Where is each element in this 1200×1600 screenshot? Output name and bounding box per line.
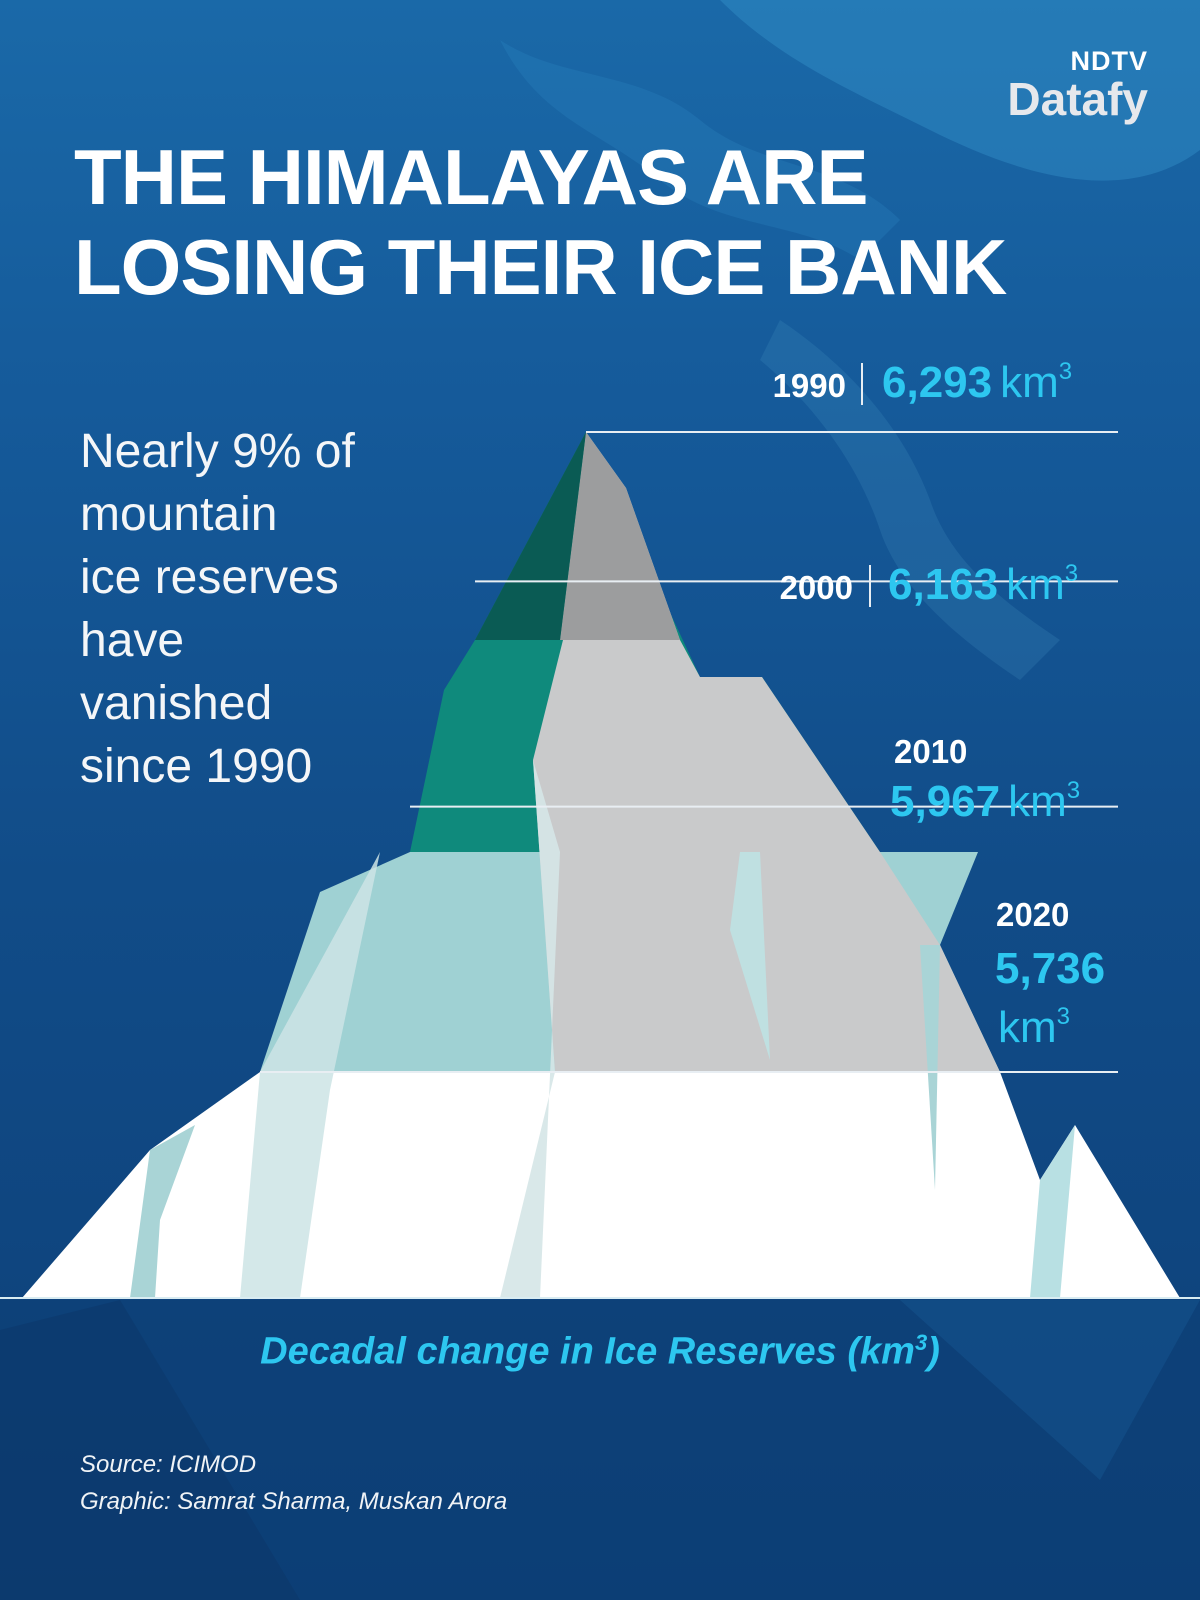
iceberg-dark-facet — [475, 432, 586, 640]
iceberg-facet-c — [130, 1125, 195, 1298]
lede-text: Nearly 9% of mountain ice reserves have … — [80, 425, 355, 793]
brand-datafy: Datafy — [1007, 73, 1148, 125]
value-label-2010: 5,967 km3 — [890, 777, 1080, 826]
iceberg-facet-e — [730, 852, 770, 1060]
chart-caption: Decadal change in Ice Reserves (km3) — [0, 1330, 1200, 1374]
year-label-2000: 2000 — [780, 569, 853, 606]
value-unit-2020: km3 — [998, 1003, 1070, 1052]
page-title: THE HIMALAYAS ARE LOSING THEIR ICE BANK — [74, 132, 1154, 312]
value-label-1990: 6,293 km3 — [882, 358, 1072, 407]
graphic-credit: Graphic: Samrat Sharma, Muskan Arora — [80, 1488, 508, 1515]
iceberg-facet-f — [920, 945, 940, 1190]
credits: Source: ICIMOD Graphic: Samrat Sharma, M… — [80, 1446, 507, 1520]
iceberg-facet-a — [240, 852, 380, 1298]
iceberg-white-layer — [22, 1072, 1180, 1298]
source-credit: Source: ICIMOD — [80, 1451, 257, 1478]
iceberg-grey-top — [560, 432, 680, 640]
year-label-1990: 1990 — [773, 367, 846, 404]
caption-text: Decadal change in Ice Reserves (km — [260, 1330, 915, 1373]
iceberg-facet-b — [500, 760, 560, 1298]
caption-sup: 3 — [914, 1330, 928, 1355]
chart-marks: 1990 6,293 km3 2000 6,163 km3 2010 5,967 km3 2020… — [260, 358, 1118, 1073]
iceberg-facet-d — [1030, 1125, 1075, 1298]
value-label-2000: 6,163 km3 — [888, 560, 1078, 609]
brand-ndtv: NDTV — [1070, 46, 1148, 76]
caption-close: ) — [927, 1330, 940, 1373]
value-label-2020: 5,736 — [995, 944, 1105, 993]
title-line-2: LOSING THEIR ICE BANK — [74, 223, 1007, 311]
year-label-2020: 2020 — [996, 896, 1069, 933]
brand-logo: NDTV Datafy — [1007, 46, 1148, 125]
year-label-2010: 2010 — [894, 733, 967, 770]
title-line-1: THE HIMALAYAS ARE — [74, 133, 868, 221]
